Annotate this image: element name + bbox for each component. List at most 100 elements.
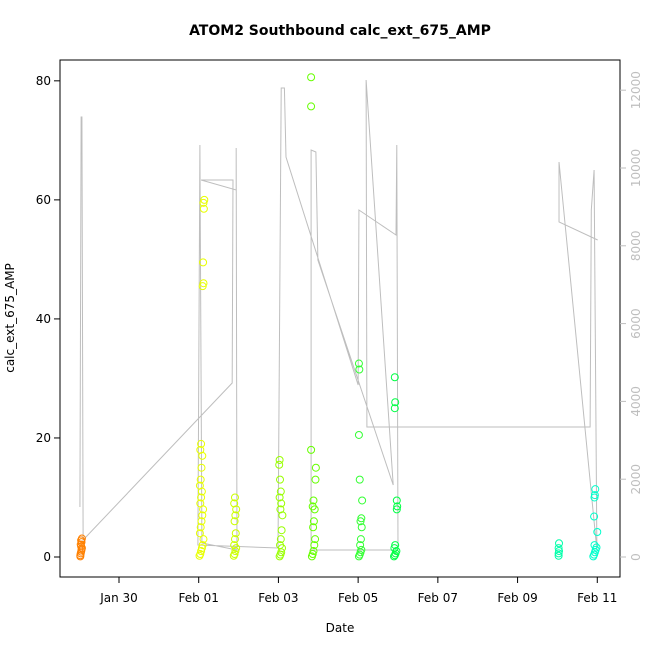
data-point: [590, 512, 599, 521]
data-point: [196, 475, 205, 484]
y2-tick-label: 10000: [629, 149, 643, 187]
data-point: [357, 514, 366, 523]
data-point: [199, 535, 208, 544]
data-point: [593, 528, 602, 537]
data-point: [590, 491, 599, 500]
data-point: [230, 550, 239, 559]
data-point: [308, 550, 317, 559]
data-point: [356, 517, 365, 526]
data-point: [275, 493, 284, 502]
data-point: [275, 455, 284, 464]
data-point: [278, 511, 287, 520]
data-point: [309, 496, 318, 505]
x-tick-label: Feb 03: [258, 591, 298, 605]
x-tick-label: Feb 07: [418, 591, 458, 605]
x-tick-label: Feb 01: [179, 591, 219, 605]
data-point: [356, 541, 365, 550]
data-point: [277, 499, 286, 508]
data-point: [308, 502, 317, 511]
y2-tick-label: 4000: [629, 386, 643, 417]
data-point: [391, 541, 400, 550]
data-point: [231, 511, 240, 520]
data-point: [196, 523, 205, 532]
data-point: [197, 517, 206, 526]
data-point: [392, 496, 401, 505]
data-point: [309, 547, 318, 556]
x-axis-label: Date: [326, 621, 355, 635]
data-point: [198, 511, 207, 520]
data-point: [196, 499, 205, 508]
data-point: [275, 460, 284, 469]
data-point: [196, 445, 205, 454]
data-point: [199, 258, 208, 267]
data-point: [200, 195, 209, 204]
y-tick-label: 80: [36, 74, 51, 88]
data-point: [392, 505, 401, 514]
data-point: [355, 365, 364, 374]
data-point: [230, 493, 239, 502]
data-point: [276, 541, 285, 550]
data-point: [357, 545, 366, 554]
x-tick-label: Feb 09: [497, 591, 537, 605]
y2-tick-label: 0: [629, 553, 643, 561]
data-point: [230, 499, 239, 508]
data-point: [310, 541, 319, 550]
data-point: [355, 475, 364, 484]
data-point: [390, 404, 399, 413]
data-point: [307, 102, 316, 111]
data-point: [276, 505, 285, 514]
data-point: [196, 550, 205, 559]
y2-tick-label: 2000: [629, 464, 643, 495]
data-point: [307, 73, 316, 82]
data-point: [197, 487, 206, 496]
data-point: [197, 439, 206, 448]
data-point: [231, 529, 240, 538]
data-point: [230, 535, 239, 544]
data-point: [197, 544, 206, 553]
data-point: [197, 547, 206, 556]
x-tick-label: Feb 05: [338, 591, 378, 605]
y-tick-label: 40: [36, 312, 51, 326]
data-line: [79, 79, 598, 551]
data-point: [356, 535, 365, 544]
data-point: [358, 496, 367, 505]
data-point: [391, 398, 400, 407]
chart-title: ATOM2 Southbound calc_ext_675_AMP: [189, 23, 491, 39]
data-point: [390, 373, 399, 382]
data-point: [276, 535, 285, 544]
data-point: [276, 487, 285, 496]
data-point: [76, 552, 85, 561]
data-point: [199, 279, 208, 288]
data-point: [309, 517, 318, 526]
data-point: [357, 523, 366, 532]
y2-tick-label: 8000: [629, 231, 643, 262]
data-point: [311, 475, 320, 484]
data-point: [197, 463, 206, 472]
data-point: [555, 539, 564, 548]
data-point: [555, 547, 564, 556]
data-point: [195, 481, 204, 490]
data-point: [198, 451, 207, 460]
data-point: [590, 541, 599, 550]
data-point: [198, 541, 207, 550]
data-point: [390, 544, 399, 553]
y-axis-label: calc_ext_675_AMP: [3, 263, 17, 373]
data-point: [199, 198, 208, 207]
y-tick-label: 0: [43, 550, 51, 564]
data-point: [554, 544, 563, 553]
data-point: [354, 430, 363, 439]
data-point: [77, 534, 86, 543]
data-point: [393, 502, 402, 511]
data-point: [195, 529, 204, 538]
x-tick-label: Feb 11: [577, 591, 617, 605]
data-point: [591, 485, 600, 494]
data-point: [277, 526, 286, 535]
y-tick-label: 20: [36, 431, 51, 445]
y2-tick-label: 6000: [629, 308, 643, 339]
data-point: [198, 282, 207, 291]
data-point: [230, 517, 239, 526]
data-point: [354, 359, 363, 368]
data-point: [309, 523, 318, 532]
